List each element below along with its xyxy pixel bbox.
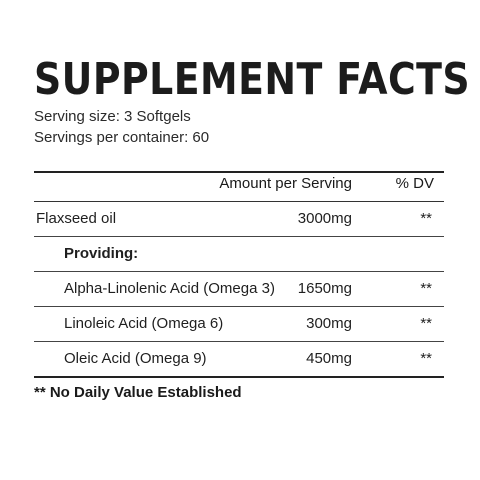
row-dv: **: [420, 315, 432, 332]
row-amount: 3000mg: [297, 210, 352, 227]
top-divider: [34, 171, 444, 173]
header-divider: [34, 201, 444, 202]
table-row: Providing:: [34, 237, 444, 272]
servings-per-container: Servings per container: 60: [34, 129, 210, 146]
table-row: Alpha-Linolenic Acid (Omega 3) 1650mg **: [34, 272, 444, 307]
row-amount: 450mg: [306, 350, 352, 367]
table-row: Oleic Acid (Omega 9) 450mg **: [34, 342, 444, 378]
supplement-facts-panel: SUPPLEMENT FACTS Serving size: 3 Softgel…: [34, 54, 471, 401]
table-row: Linoleic Acid (Omega 6) 300mg **: [34, 307, 444, 342]
row-dv: **: [420, 210, 432, 227]
row-amount: 300mg: [306, 315, 352, 332]
serving-size: Serving size: 3 Softgels: [34, 108, 191, 125]
amount-header: Amount per Serving: [219, 175, 352, 192]
row-name: Linoleic Acid (Omega 6): [64, 315, 224, 332]
panel-title: SUPPLEMENT FACTS: [34, 54, 471, 105]
row-amount: 1650mg: [297, 280, 352, 297]
row-name: Flaxseed oil: [36, 210, 117, 227]
dv-header: % DV: [395, 175, 434, 192]
row-name: Alpha-Linolenic Acid (Omega 3): [64, 280, 275, 297]
row-name: Providing:: [64, 245, 139, 262]
row-name: Oleic Acid (Omega 9): [64, 350, 207, 367]
table-row: Flaxseed oil 3000mg **: [34, 202, 444, 237]
row-dv: **: [420, 350, 432, 367]
row-dv: **: [420, 280, 432, 297]
footnote: ** No Daily Value Established: [34, 384, 242, 401]
